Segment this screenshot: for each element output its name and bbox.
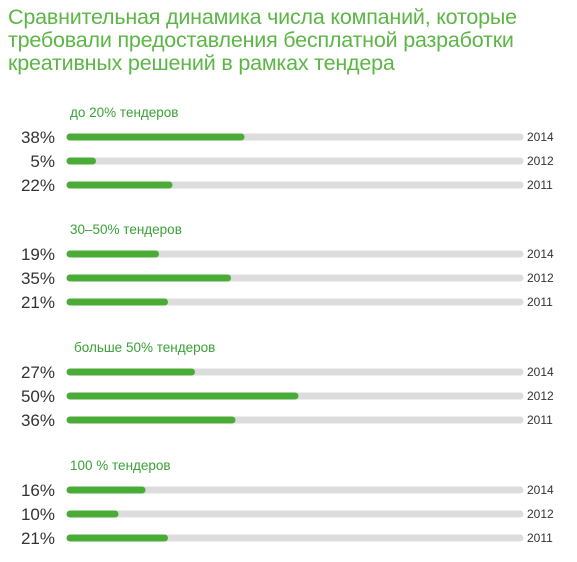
year-label: 2012 — [527, 389, 554, 403]
value-label: 50% — [21, 387, 55, 406]
chart-title-line-3: креативных решений в рамках тендера — [8, 51, 395, 75]
group-label: до 20% тендеров — [70, 105, 178, 120]
value-label: 35% — [21, 269, 55, 288]
value-label: 16% — [21, 481, 55, 500]
chart-title: Сравнительная динамика числа компаний, к… — [8, 6, 573, 75]
year-label: 2014 — [527, 130, 554, 144]
year-label: 2014 — [527, 483, 554, 497]
group-label: больше 50% тендеров — [74, 340, 215, 355]
group-label: 100 % тендеров — [70, 458, 171, 473]
value-label: 36% — [21, 411, 55, 430]
year-label: 2011 — [527, 178, 553, 192]
value-label: 22% — [21, 176, 55, 195]
value-label: 38% — [21, 128, 55, 147]
year-label: 2011 — [527, 531, 553, 545]
value-label: 27% — [21, 363, 55, 382]
year-label: 2011 — [527, 295, 553, 309]
year-label: 2014 — [527, 365, 554, 379]
chart-title-line-2: требовали предоставления бесплатной разр… — [8, 28, 514, 52]
value-label: 21% — [21, 293, 55, 312]
year-label: 2012 — [527, 507, 554, 521]
year-label: 2012 — [527, 271, 554, 285]
year-label: 2014 — [527, 247, 554, 261]
year-label: 2012 — [527, 154, 554, 168]
group-label: 30–50% тендеров — [70, 222, 182, 237]
year-label: 2011 — [527, 413, 553, 427]
value-label: 10% — [21, 505, 55, 524]
value-label: 19% — [21, 245, 55, 264]
value-label: 5% — [30, 152, 55, 171]
value-label: 21% — [21, 529, 55, 548]
chart-title-line-1: Сравнительная динамика числа компаний, к… — [8, 5, 517, 29]
